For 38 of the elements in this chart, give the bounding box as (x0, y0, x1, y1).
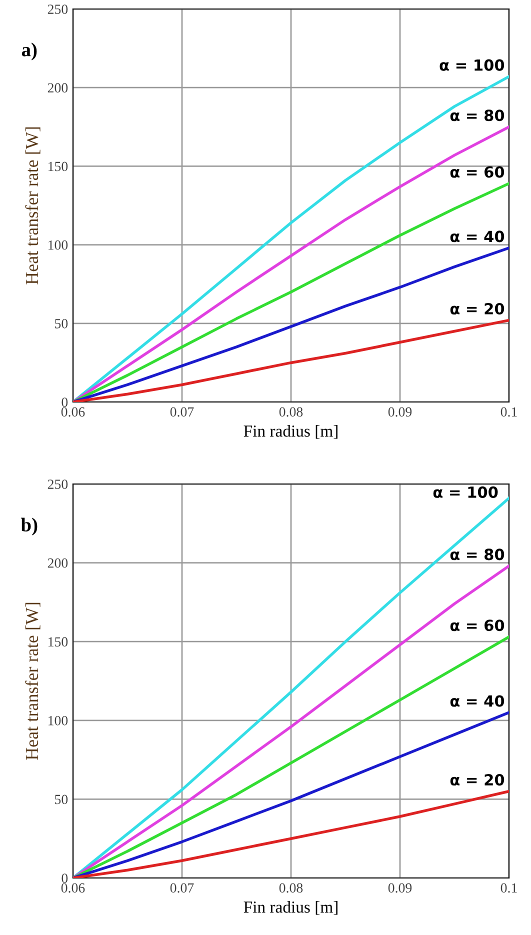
x-tick-label: 0.07 (170, 407, 194, 417)
y-tick-label: 200 (48, 558, 68, 568)
y-tick-label: 150 (48, 637, 68, 647)
series-label: α = 100 (433, 486, 498, 498)
y-tick-label: 0 (62, 398, 68, 407)
y-tick-label: 50 (55, 318, 68, 328)
series-label: α = 20 (450, 774, 504, 786)
x-tick-label: 0.08 (279, 407, 303, 417)
x-tick-label: 0.06 (61, 407, 85, 417)
y-tick-label: 250 (48, 480, 68, 489)
x-tick-label: 0.06 (61, 883, 85, 893)
series-label: α = 60 (450, 166, 504, 178)
y-tick-label: 50 (55, 794, 68, 804)
y-tick-label: 0 (62, 874, 68, 883)
x-tick-label: 0.07 (170, 883, 194, 893)
y-tick-label: 100 (48, 716, 68, 726)
text: b) (21, 518, 38, 536)
x-tick-label: 0.09 (388, 883, 412, 893)
x-axis-title: Fin radius [m] (244, 901, 338, 915)
text: a) (22, 42, 37, 60)
x-tick-label: 0.1 (500, 883, 517, 893)
x-axis-title: Fin radius [m] (244, 425, 338, 439)
y-axis-title: Heat transfer rate [W] (25, 127, 40, 284)
y-tick-label: 200 (48, 83, 68, 93)
y-axis-title: Heat transfer rate [W] (25, 602, 40, 760)
series-label: α = 20 (450, 302, 504, 315)
series-label: α = 40 (450, 230, 504, 242)
x-tick-label: 0.1 (500, 407, 517, 417)
series-label: α = 60 (450, 620, 504, 632)
y-tick-label: 100 (48, 240, 68, 250)
series-label: α = 80 (450, 110, 504, 122)
series-label: α = 100 (440, 59, 504, 71)
series-label: α = 40 (450, 695, 504, 707)
series-label: α = 80 (450, 548, 504, 560)
x-tick-label: 0.09 (388, 407, 412, 417)
y-tick-label: 250 (48, 4, 68, 14)
y-tick-label: 150 (48, 162, 68, 172)
x-tick-label: 0.08 (279, 883, 303, 893)
